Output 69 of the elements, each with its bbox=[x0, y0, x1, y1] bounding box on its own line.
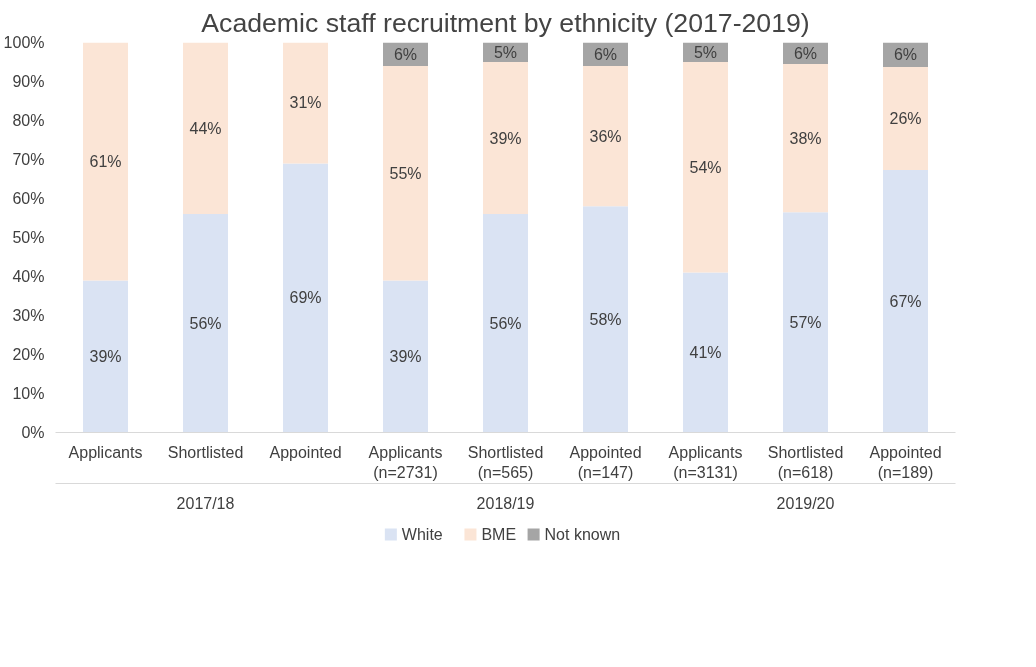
bar bbox=[283, 163, 328, 433]
bar bbox=[683, 62, 728, 273]
text: 2017/18 bbox=[176, 494, 235, 512]
data-label: 67% bbox=[889, 292, 922, 310]
bar bbox=[483, 214, 528, 433]
bar bbox=[183, 214, 228, 433]
y-tick-label: 80% bbox=[12, 112, 45, 129]
data-label: 56% bbox=[189, 314, 222, 332]
x-tick-label: Applicants bbox=[68, 443, 143, 461]
data-label: 5% bbox=[493, 43, 518, 61]
x-tick-label: Applicants (n=2731) bbox=[368, 443, 443, 481]
data-label: 39% bbox=[89, 347, 122, 365]
bar bbox=[783, 63, 828, 213]
data-label: 39% bbox=[389, 347, 422, 365]
x-tick-label: Shortlisted bbox=[167, 443, 244, 461]
data-label: 5% bbox=[693, 43, 718, 61]
bar bbox=[383, 65, 428, 281]
text: 2018/19 bbox=[476, 494, 535, 512]
bar bbox=[683, 272, 728, 433]
data-label: 6% bbox=[793, 44, 818, 62]
legend-label: Not known bbox=[544, 526, 621, 543]
legend-label: BME bbox=[481, 526, 517, 543]
data-label: 41% bbox=[689, 344, 722, 362]
data-label: 39% bbox=[489, 129, 522, 147]
data-label: 69% bbox=[289, 289, 322, 307]
data-label: 36% bbox=[589, 127, 622, 145]
x-tick-label: Appointed bbox=[269, 443, 342, 461]
data-label: 6% bbox=[393, 45, 418, 63]
bar bbox=[583, 206, 628, 433]
legend-label: White bbox=[401, 526, 443, 543]
y-tick-label: 0% bbox=[21, 424, 45, 441]
y-tick-label: 40% bbox=[12, 268, 45, 285]
data-label: 58% bbox=[589, 310, 622, 328]
data-label: 6% bbox=[593, 45, 618, 63]
data-label: 57% bbox=[789, 313, 822, 331]
data-label: 38% bbox=[789, 129, 822, 147]
data-label: 56% bbox=[489, 314, 522, 332]
y-tick-label: 90% bbox=[12, 73, 45, 90]
y-tick-label: 20% bbox=[12, 346, 45, 363]
bar bbox=[583, 65, 628, 207]
bar bbox=[283, 42, 328, 164]
x-tick-label: Applicants (n=3131) bbox=[668, 443, 743, 481]
data-label: 26% bbox=[889, 110, 922, 128]
y-tick-label: 70% bbox=[12, 151, 45, 168]
bar bbox=[483, 62, 528, 215]
x-tick-label: Shortlisted (n=618) bbox=[767, 443, 844, 481]
y-tick-label: 10% bbox=[12, 385, 45, 402]
x-tick-label: Appointed (n=147) bbox=[569, 443, 642, 481]
bar bbox=[883, 170, 928, 433]
y-tick-label: 100% bbox=[3, 34, 45, 51]
data-label: 55% bbox=[389, 164, 422, 182]
y-tick-label: 60% bbox=[12, 190, 45, 207]
bar bbox=[83, 42, 128, 281]
y-tick-label: 30% bbox=[12, 307, 45, 324]
bar bbox=[883, 67, 928, 171]
x-tick-label: Appointed (n=189) bbox=[869, 443, 942, 481]
bar bbox=[383, 280, 428, 433]
y-tick-label: 50% bbox=[12, 229, 45, 246]
bar bbox=[83, 280, 128, 433]
data-label: 31% bbox=[289, 94, 322, 112]
chart-title: Academic staff recruitment by ethnicity (2017-2019) bbox=[201, 7, 810, 38]
data-label: 6% bbox=[893, 46, 918, 64]
data-label: 61% bbox=[89, 152, 122, 170]
bar bbox=[783, 212, 828, 433]
text: 2019/20 bbox=[776, 494, 835, 512]
data-label: 54% bbox=[689, 158, 722, 176]
data-label: 44% bbox=[189, 119, 222, 137]
bar bbox=[183, 42, 228, 215]
x-tick-label: Shortlisted (n=565) bbox=[467, 443, 544, 481]
